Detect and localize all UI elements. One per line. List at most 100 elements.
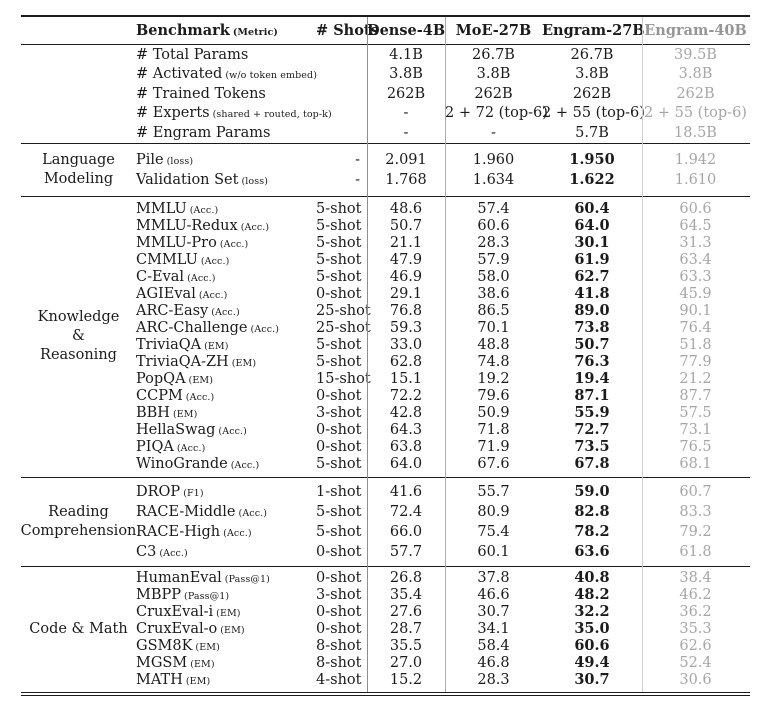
value-cell-moe-27b: 28.3	[477, 672, 510, 689]
value-cell-moe-27b: 71.8	[477, 422, 510, 439]
value-cell-dense-4b: 26.8	[389, 570, 423, 587]
value-cell-dense-4b: 15.1	[389, 371, 423, 388]
shots-cell: 0-shot	[316, 621, 362, 638]
value-cell-moe-27b: 86.5	[477, 303, 510, 320]
value-cell-engram-27b: 3.8B	[575, 66, 609, 83]
benchmark-name: AGIEval	[136, 286, 196, 303]
value-cell-moe-27b: 70.1	[477, 320, 510, 337]
shots-cell: 1-shot	[316, 483, 362, 500]
value-cell-moe-27b: 50.9	[477, 405, 510, 422]
benchmark-name: RACE-High	[136, 523, 221, 540]
value-cell-moe-27b: 19.2	[477, 371, 510, 388]
value-cell-dense-4b: 262B	[386, 85, 426, 102]
table-row: C3 (Acc.) 0-shot 57.7 60.1 63.6 61.8	[136, 542, 750, 562]
value-cell-engram-27b: 59.0	[574, 482, 610, 500]
benchmark-cell: RACE-Middle (Acc.)	[136, 504, 316, 520]
shots-cell: 0-shot	[316, 570, 362, 587]
benchmark-name: TriviaQA-ZH	[136, 354, 229, 371]
value-cell-engram-40b: 62.6	[679, 638, 712, 655]
table-row: RACE-High (Acc.) 5-shot 66.0 75.4 78.2 79.2	[136, 522, 750, 542]
value-cell-moe-27b: 30.7	[477, 604, 510, 621]
table-row: WinoGrande (Acc.) 5-shot 64.0 67.6 67.8 68.1	[136, 456, 750, 473]
section-rows: HumanEval (Pass@1) 0-shot 26.8 37.8 40.8 38.4 M…	[136, 567, 750, 692]
benchmark-cell: CCPM (Acc.)	[136, 389, 316, 404]
value-cell-engram-27b: 63.6	[574, 542, 610, 560]
section-label-line: Reasoning	[40, 347, 117, 364]
section-label-line: Modeling	[43, 170, 114, 187]
benchmark-name: MMLU-Redux	[136, 218, 238, 235]
shots-cell: 15-shot	[316, 371, 371, 388]
benchmark-name: WinoGrande	[136, 456, 228, 473]
value-cell-engram-27b: 60.4	[574, 200, 610, 218]
value-cell-engram-40b: 57.5	[679, 405, 712, 422]
section-rows: MMLU (Acc.) 5-shot 48.6 57.4 60.4 60.6 MMLU-Red…	[136, 197, 750, 477]
benchmark-name: # Experts	[136, 105, 210, 122]
benchmark-table: Benchmark (Metric) # Shots Dense-4B MoE-2…	[21, 15, 750, 696]
benchmark-cell: TriviaQA-ZH (EM)	[136, 355, 316, 370]
benchmark-metric: (Pass@1)	[184, 591, 230, 603]
value-cell-engram-27b: 262B	[572, 85, 612, 102]
benchmark-cell: MGSM (EM)	[136, 656, 316, 671]
shots-cell: 5-shot	[316, 252, 362, 269]
table-row: TriviaQA (EM) 5-shot 33.0 48.8 50.7 51.8	[136, 337, 750, 354]
benchmark-cell: BBH (EM)	[136, 406, 316, 421]
shots-cell: 8-shot	[316, 655, 362, 672]
value-cell-dense-4b: 64.3	[389, 422, 423, 439]
value-cell-dense-4b: 72.4	[389, 503, 423, 520]
value-cell-dense-4b: 63.8	[389, 439, 423, 456]
table-row: RACE-Middle (Acc.) 5-shot 72.4 80.9 82.8 83.3	[136, 502, 750, 522]
benchmark-metric: (Acc.)	[223, 527, 252, 539]
value-cell-moe-27b: 60.1	[477, 543, 510, 560]
value-cell-engram-27b: 72.7	[574, 421, 610, 439]
benchmark-name: # Engram Params	[136, 124, 271, 141]
value-cell-engram-40b: 1.610	[674, 171, 717, 188]
value-cell-moe-27b: 71.9	[477, 439, 510, 456]
value-cell-dense-4b: 62.8	[389, 354, 423, 371]
value-cell-engram-27b: 73.8	[574, 319, 610, 337]
value-cell-dense-4b: 50.7	[389, 218, 423, 235]
value-cell-dense-4b: 33.0	[389, 337, 423, 354]
table-row: # Engram Params - - 5.7B 18.5B	[136, 123, 750, 143]
value-cell-engram-27b: 61.9	[574, 251, 610, 269]
value-cell-moe-27b: 80.9	[477, 503, 510, 520]
table-row: CCPM (Acc.) 0-shot 72.2 79.6 87.1 87.7	[136, 388, 750, 405]
table-row: AGIEval (Acc.) 0-shot 29.1 38.6 41.8 45.9	[136, 286, 750, 303]
value-cell-dense-4b: 76.8	[389, 303, 423, 320]
value-cell-dense-4b: 48.6	[389, 201, 423, 218]
value-cell-moe-27b: 28.3	[477, 235, 510, 252]
section-label: Knowledge & Reasoning	[21, 197, 136, 477]
benchmark-cell: MBPP (Pass@1)	[136, 588, 316, 603]
benchmark-metric: (EM)	[185, 676, 211, 688]
value-cell-dense-4b: 42.8	[389, 405, 423, 422]
value-cell-moe-27b: 1.634	[472, 171, 515, 188]
benchmark-cell: PIQA (Acc.)	[136, 440, 316, 455]
benchmark-name: ARC-Easy	[136, 303, 209, 320]
value-cell-engram-27b: 48.2	[574, 586, 610, 604]
shots-cell: -	[355, 151, 360, 168]
table-row: BBH (EM) 3-shot 42.8 50.9 55.9 57.5	[136, 405, 750, 422]
value-cell-engram-27b: 1.622	[569, 170, 615, 188]
table-row: MGSM (EM) 8-shot 27.0 46.8 49.4 52.4	[136, 655, 750, 672]
shots-cell: 5-shot	[316, 503, 362, 520]
value-cell-engram-40b: 39.5B	[674, 46, 717, 63]
benchmark-cell: MMLU-Pro (Acc.)	[136, 236, 316, 251]
section-rows: # Total Params 4.1B 26.7B 26.7B 39.5B # Activ…	[136, 45, 750, 143]
benchmark-name: HumanEval	[136, 570, 222, 587]
shots-cell: 0-shot	[316, 422, 362, 439]
benchmark-name: PIQA	[136, 439, 174, 456]
benchmark-name: MATH	[136, 672, 183, 689]
benchmark-cell: # Total Params	[136, 47, 316, 63]
benchmark-name: CruxEval-o	[136, 621, 218, 638]
value-cell-dense-4b: 2.091	[385, 151, 427, 168]
section-label: Reading Comprehension	[21, 478, 137, 566]
value-cell-engram-40b: 63.3	[679, 269, 712, 286]
value-cell-engram-40b: 77.9	[679, 354, 712, 371]
benchmark-name: TriviaQA	[136, 337, 202, 354]
table-row: # Trained Tokens 262B 262B 262B 262B	[136, 84, 750, 104]
shots-cell: 5-shot	[316, 456, 362, 473]
benchmark-metric: (EM)	[190, 659, 215, 671]
value-cell-moe-27b: 67.6	[477, 456, 510, 473]
value-cell-moe-27b: 37.8	[477, 570, 510, 587]
value-cell-engram-40b: 90.1	[679, 303, 712, 320]
benchmark-metric: (Acc.)	[159, 547, 188, 559]
